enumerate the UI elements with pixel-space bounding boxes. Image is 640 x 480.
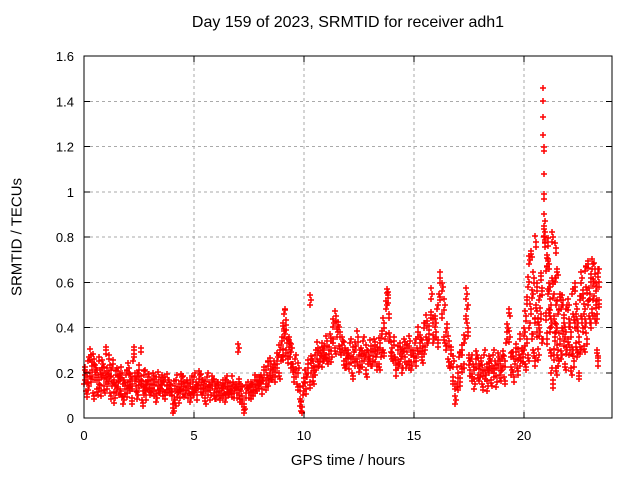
x-tick-label: 5 xyxy=(190,428,197,443)
x-tick-label: 0 xyxy=(80,428,87,443)
y-tick-label: 1 xyxy=(67,185,74,200)
y-tick-label: 1.6 xyxy=(56,49,74,64)
y-axis-label: SRMTID / TECUs xyxy=(8,177,26,297)
chart-title: Day 159 of 2023, SRMTID for receiver adh… xyxy=(191,14,505,31)
y-tick-label: 0.4 xyxy=(56,321,74,336)
y-tick-label: 1.2 xyxy=(56,140,74,155)
x-tick-label: 10 xyxy=(297,428,311,443)
grid-lines xyxy=(84,56,612,418)
y-tick-label: 0.8 xyxy=(56,230,74,245)
y-tick-label: 0.2 xyxy=(56,366,74,381)
x-tick-label: 15 xyxy=(407,428,421,443)
x-tick-label: 20 xyxy=(517,428,531,443)
x-axis-label: GPS time / hours xyxy=(290,452,406,469)
y-tick-label: 0.6 xyxy=(56,275,74,290)
y-tick-label: 0 xyxy=(67,411,74,426)
y-tick-label: 1.4 xyxy=(56,94,74,109)
plot-border xyxy=(83,55,613,419)
